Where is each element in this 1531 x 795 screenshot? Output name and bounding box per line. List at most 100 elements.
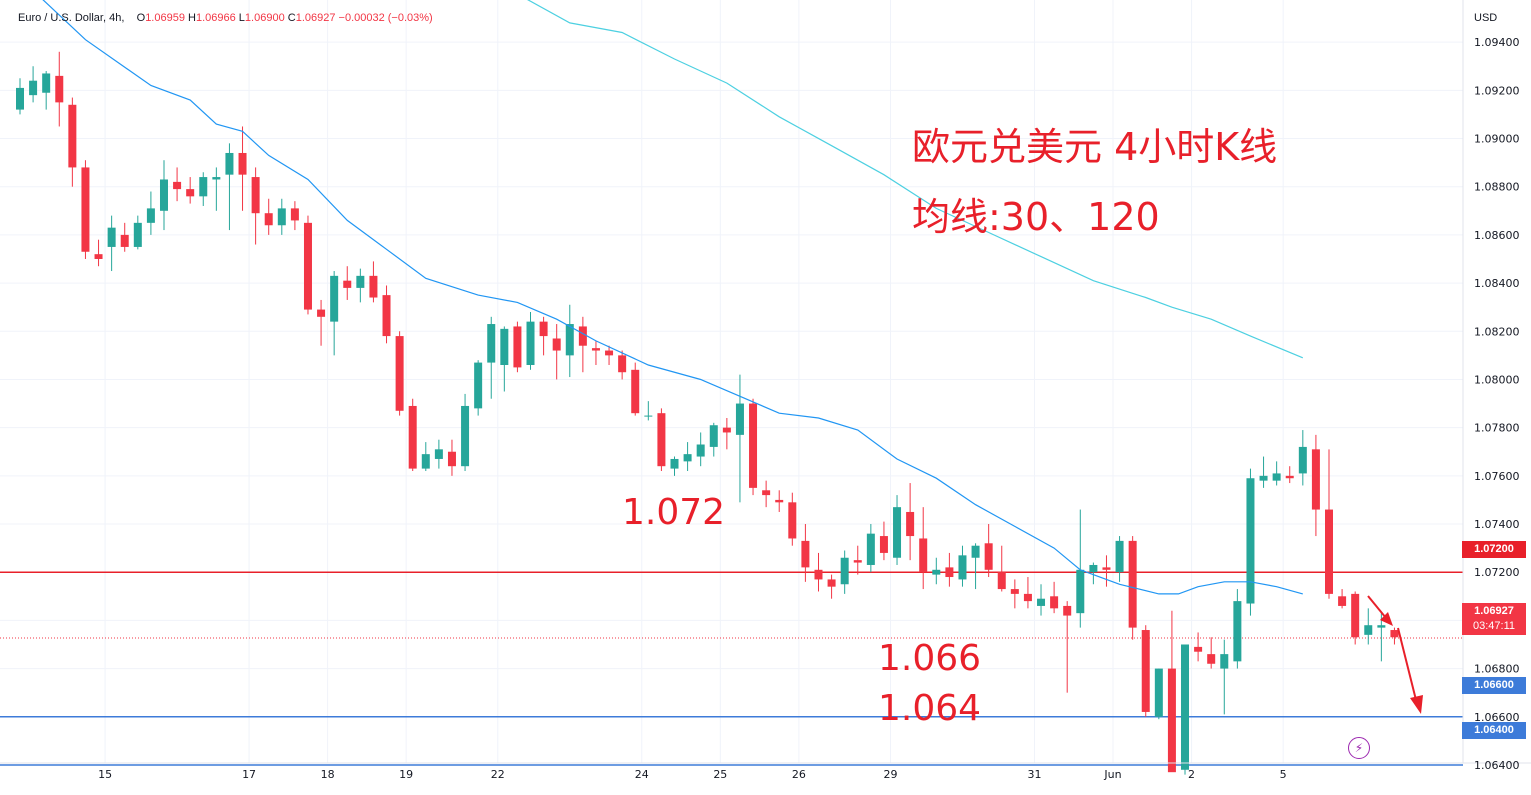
candle-body <box>1076 569 1085 614</box>
candle-body <box>1063 605 1072 616</box>
ma30-line <box>42 0 1303 595</box>
candle-body <box>487 324 496 363</box>
candle-body <box>945 567 954 578</box>
price-tick-label: 1.07200 <box>1474 566 1520 579</box>
time-tick-label: 25 <box>713 768 727 781</box>
time-tick-label: 19 <box>399 768 413 781</box>
candle-body <box>290 208 299 221</box>
candle-body <box>1154 668 1163 717</box>
candle-body <box>1364 625 1373 635</box>
candle-body <box>1246 478 1255 604</box>
price-tick-label: 1.08400 <box>1474 277 1520 290</box>
lightning-bolt-icon[interactable]: ⚡ <box>1348 737 1370 759</box>
candle-body <box>1102 567 1111 570</box>
candle-body <box>906 511 915 537</box>
candle-body <box>893 507 902 558</box>
candle-body <box>395 336 404 411</box>
candle-body <box>317 309 326 317</box>
candle-body <box>434 449 443 459</box>
open-value: 1.06959 <box>145 12 185 24</box>
candle-body <box>762 490 771 496</box>
candle-body <box>107 227 116 247</box>
price-tick-label: 1.09000 <box>1474 133 1520 146</box>
price-tick-label: 1.07400 <box>1474 518 1520 531</box>
candle-body <box>68 104 77 168</box>
candle-body <box>1194 646 1203 652</box>
candle-body <box>775 499 784 503</box>
annotation-1066: 1.066 <box>878 638 982 679</box>
candle-body <box>1285 475 1294 479</box>
candle-body <box>159 179 168 211</box>
candle-body <box>1259 475 1268 481</box>
symbol-legend: Euro / U.S. Dollar, 4h, O1.06959 H1.0696… <box>18 12 433 24</box>
candle-body <box>1089 564 1098 573</box>
candle-body <box>1220 654 1229 669</box>
candle-body <box>591 348 600 351</box>
candle-body <box>618 355 627 373</box>
red-down-arrow <box>1367 595 1423 714</box>
candle-body <box>1128 540 1137 628</box>
candle-body <box>932 569 941 575</box>
time-tick-label: Jun <box>1103 768 1121 781</box>
candle-body <box>814 569 823 580</box>
candle-body <box>801 540 810 568</box>
moving-averages <box>42 0 1304 595</box>
price-tick-label: 1.08200 <box>1474 325 1520 338</box>
candle-body <box>81 167 90 252</box>
time-tick-label: 17 <box>242 768 256 781</box>
candle-body <box>1338 596 1347 606</box>
annotation-title-line1: 欧元兑美元 4小时K线 <box>912 125 1278 169</box>
candle-body <box>670 458 679 469</box>
price-tick-label: 1.09400 <box>1474 36 1520 49</box>
time-axis[interactable]: 15 17 18 19 22 24 25 26 29 31 Jun 2 5 <box>98 768 1287 781</box>
change-value: −0.00032 (−0.03%) <box>338 12 433 24</box>
price-tick-label: 1.07600 <box>1474 470 1520 483</box>
low-label: L <box>238 12 245 24</box>
candle-body <box>879 536 888 553</box>
candle-body <box>94 254 103 259</box>
annotation-title-line2: 均线:30、120 <box>912 195 1160 239</box>
candle-body <box>827 579 836 587</box>
candle-body <box>277 208 286 226</box>
candle-body <box>212 177 221 180</box>
candle-body <box>526 321 535 365</box>
candle-body <box>919 538 928 573</box>
level-lines <box>0 571 1463 766</box>
candle-body <box>749 403 758 488</box>
candle-body <box>1298 446 1307 474</box>
candle-body <box>578 326 587 346</box>
annotation-1064: 1.064 <box>878 688 982 729</box>
candle-body <box>474 362 483 409</box>
candle-body <box>696 444 705 457</box>
candle-body <box>1311 449 1320 510</box>
time-tick-label: 26 <box>792 768 806 781</box>
candle-body <box>1351 593 1360 638</box>
symbol-name: Euro / U.S. Dollar, 4h, <box>18 12 125 24</box>
candle-body <box>735 403 744 435</box>
candle-body <box>709 425 718 447</box>
candle-body <box>421 454 430 469</box>
price-tick-label: 1.07800 <box>1474 422 1520 435</box>
candle-body <box>997 572 1006 590</box>
price-axis[interactable]: 1.09400 1.09200 1.09000 1.08800 1.08600 1.084… <box>1474 36 1520 772</box>
time-tick-label: 29 <box>883 768 897 781</box>
candle-body <box>199 177 208 197</box>
time-tick-label: 2 <box>1188 768 1195 781</box>
candle-body <box>853 560 862 563</box>
time-tick-label: 22 <box>491 768 505 781</box>
candles <box>16 51 1399 775</box>
candle-body <box>133 222 142 247</box>
candle-body <box>1390 630 1399 638</box>
candle-body <box>186 189 195 197</box>
time-tick-label: 31 <box>1027 768 1041 781</box>
candle-body <box>1207 654 1216 664</box>
open-label: O <box>136 12 146 24</box>
candle-body <box>683 454 692 462</box>
candle-body <box>840 557 849 585</box>
candle-body <box>16 87 24 110</box>
candle-body <box>1167 668 1176 773</box>
candle-body <box>722 427 731 433</box>
candle-body <box>225 152 234 175</box>
